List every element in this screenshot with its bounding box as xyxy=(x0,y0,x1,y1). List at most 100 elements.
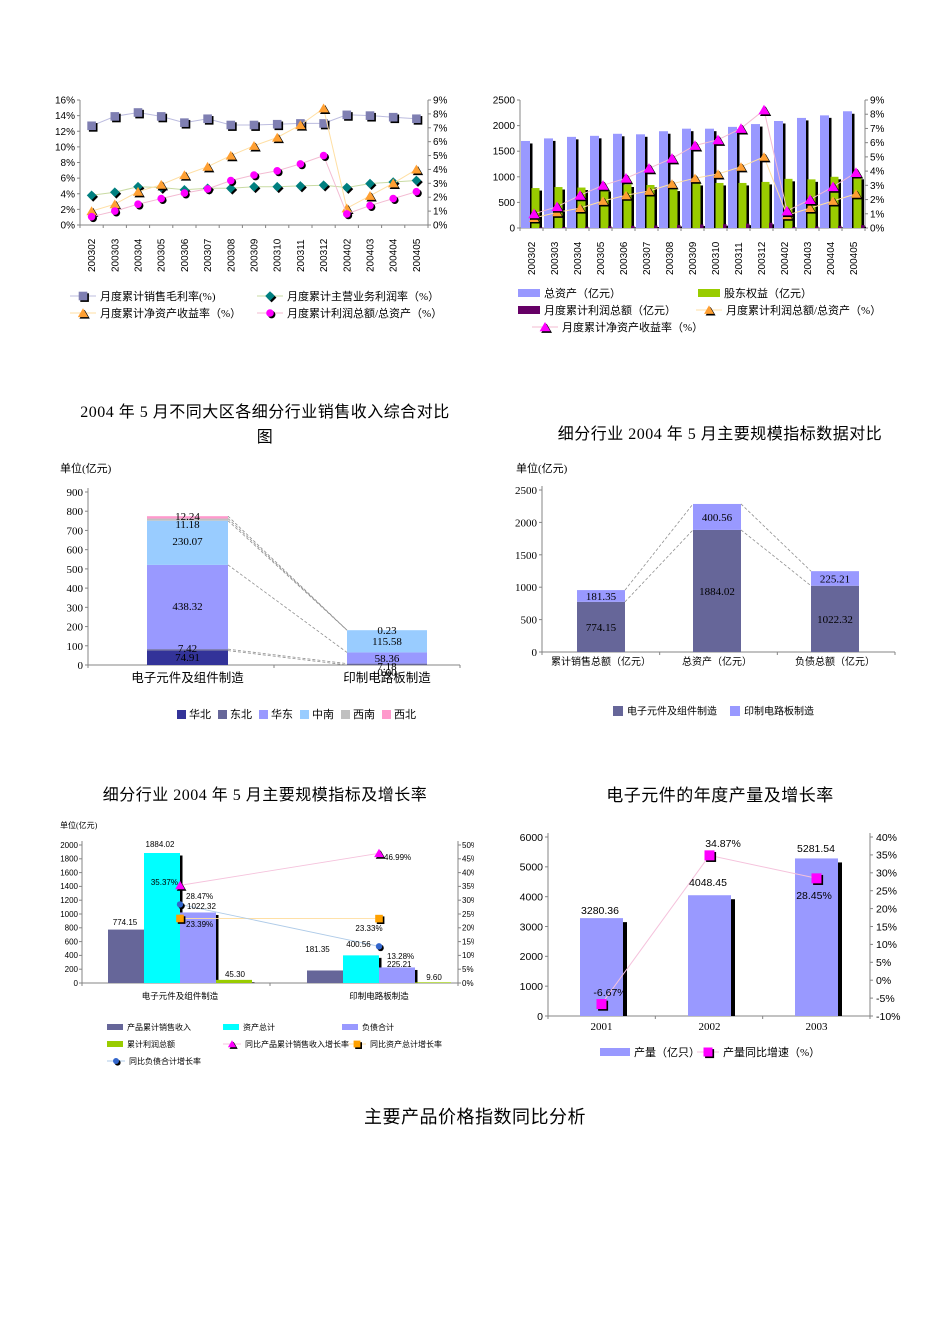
y-tick-label: 2% xyxy=(61,205,76,216)
x-category-label: 总资产（亿元） xyxy=(682,655,752,668)
diamond-marker xyxy=(86,190,97,201)
circle-marker xyxy=(266,309,274,317)
bar xyxy=(669,188,678,228)
y-tick-label: 2500 xyxy=(515,485,538,497)
x-category-label: 印制电路板制造 xyxy=(343,670,431,685)
y2-tick-label: 30% xyxy=(876,868,897,880)
y2-tick-label: 25% xyxy=(462,910,478,919)
y2-tick-label: -5% xyxy=(876,993,895,1005)
y2-tick-label: 40% xyxy=(462,868,478,877)
y2-tick-label: 5% xyxy=(462,965,474,974)
y2-tick-label: 25% xyxy=(876,886,897,898)
triangle-marker xyxy=(551,201,563,212)
bar-累计利润总额 xyxy=(216,979,252,983)
circle-marker xyxy=(273,167,281,175)
circle-marker xyxy=(111,207,119,215)
y-tick-label: 1800 xyxy=(60,855,78,864)
y2-tick-label: 7% xyxy=(870,124,885,135)
x-category-label: 200303 xyxy=(550,241,561,275)
title-scale-growth: 细分行业 2004 年 5 月主要规模指标及增长率 xyxy=(102,787,428,804)
y-tick-label: 1200 xyxy=(60,896,78,905)
y2-tick-label: 20% xyxy=(462,924,478,933)
bar xyxy=(746,223,750,228)
square-marker xyxy=(78,291,88,301)
y-tick-label: 300 xyxy=(67,602,84,614)
triangle-marker xyxy=(272,132,283,142)
chart-assets-equity-profit: 0 500 1000 1500 2000 2500 0% 1% 2% 3% 4% 5% 6% 7% 8% 9%… xyxy=(470,95,940,345)
y-tick-label: 12% xyxy=(55,127,75,138)
data-label: 45.30 xyxy=(225,970,246,979)
bar xyxy=(853,176,862,228)
bar xyxy=(784,178,793,228)
x-category-label: 200306 xyxy=(619,241,630,275)
bar xyxy=(562,227,566,228)
x-category-label: 200308 xyxy=(226,238,237,272)
triangle-marker xyxy=(77,308,89,318)
legend-label: 月度累计销售毛利率(%) xyxy=(100,289,216,303)
y2-tick-label: 2% xyxy=(433,193,448,204)
y-tick-label: 8% xyxy=(61,158,76,169)
y2-tick-label: 40% xyxy=(876,832,897,844)
legend-swatch xyxy=(600,1048,630,1056)
legend-label: 股东权益（亿元） xyxy=(724,286,812,300)
x-category-label: 200306 xyxy=(180,238,191,272)
series-connector xyxy=(740,503,812,572)
segment-西北 xyxy=(147,516,228,519)
x-category-label: 电子元件及组件制造 xyxy=(142,991,219,1001)
legend-label: 累计利润总额 xyxy=(127,1039,175,1049)
triangle-marker xyxy=(295,120,306,130)
bar xyxy=(820,115,829,228)
legend-swatch xyxy=(107,1041,123,1047)
segment-西南 xyxy=(147,518,228,521)
axis-unit-label: 单位(亿元) xyxy=(60,461,112,475)
bar xyxy=(600,189,609,228)
legend-label: 资产总计 xyxy=(243,1022,275,1032)
y-tick-label: 1500 xyxy=(493,147,516,158)
legend-swatch xyxy=(218,710,227,719)
y2-tick-label: 0% xyxy=(870,224,885,235)
data-label: 11.18 xyxy=(175,519,200,531)
y-tick-label: 4000 xyxy=(520,891,544,903)
legend-swatch xyxy=(698,289,720,297)
x-category-label: 200305 xyxy=(596,241,607,275)
bar xyxy=(843,111,852,228)
x-category-label: 200303 xyxy=(110,238,121,272)
y2-tick-label: 4% xyxy=(870,167,885,178)
segment-中南 xyxy=(347,630,427,653)
series-connector xyxy=(227,564,348,653)
triangle-marker xyxy=(689,140,701,150)
x-category-label: 200307 xyxy=(203,238,214,272)
y-tick-label: 2000 xyxy=(515,517,538,529)
axis-unit-label: 单位(亿元) xyxy=(60,820,98,830)
legend-label: 月度累计利润总额/总资产（%） xyxy=(287,306,442,320)
square-marker xyxy=(811,873,822,884)
x-category-label: 200404 xyxy=(389,238,400,272)
y-tick-label: 200 xyxy=(65,965,79,974)
bar-产品累计销售收入 xyxy=(108,929,144,983)
triangle-marker xyxy=(850,167,862,177)
legend-label: 产量同比增速（%） xyxy=(723,1045,820,1059)
y2-tick-label: 0% xyxy=(462,979,474,988)
x-category-label: 2002 xyxy=(699,1021,721,1033)
y-tick-label: 4% xyxy=(61,189,76,200)
triangle-marker xyxy=(712,134,724,145)
triangle-marker xyxy=(364,191,376,200)
y-tick-label: 600 xyxy=(67,545,84,557)
legend-label: 月度累计主营业务利润率（%） xyxy=(287,289,439,303)
triangle-marker xyxy=(175,880,185,890)
circle-marker xyxy=(157,194,165,203)
data-label: 7.18 xyxy=(377,661,397,673)
chart-regional-sales-stacked: 单位(亿元) 0 100 200 300 400 500 600 700 800 900 74.91 0… xyxy=(40,460,480,725)
bar xyxy=(677,224,681,228)
x-category-label: 200309 xyxy=(688,241,699,275)
y-tick-label: 500 xyxy=(67,564,84,576)
bar xyxy=(723,224,727,228)
y-tick-label: 10% xyxy=(55,142,75,153)
data-label: 7.42 xyxy=(178,643,197,655)
x-category-label: 200311 xyxy=(734,242,745,275)
x-category-label: 200402 xyxy=(780,241,791,275)
triangle-marker xyxy=(598,196,608,205)
triangle-marker xyxy=(704,305,714,314)
x-category-label: 200403 xyxy=(803,241,814,275)
triangle-marker xyxy=(574,190,586,200)
